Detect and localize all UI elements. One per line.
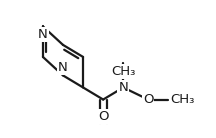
Text: N: N (118, 81, 128, 94)
Text: CH₃: CH₃ (170, 93, 194, 106)
Text: O: O (98, 110, 108, 123)
Text: CH₃: CH₃ (111, 65, 135, 78)
Text: O: O (143, 93, 153, 106)
Text: N: N (38, 28, 48, 41)
Text: N: N (58, 61, 68, 74)
